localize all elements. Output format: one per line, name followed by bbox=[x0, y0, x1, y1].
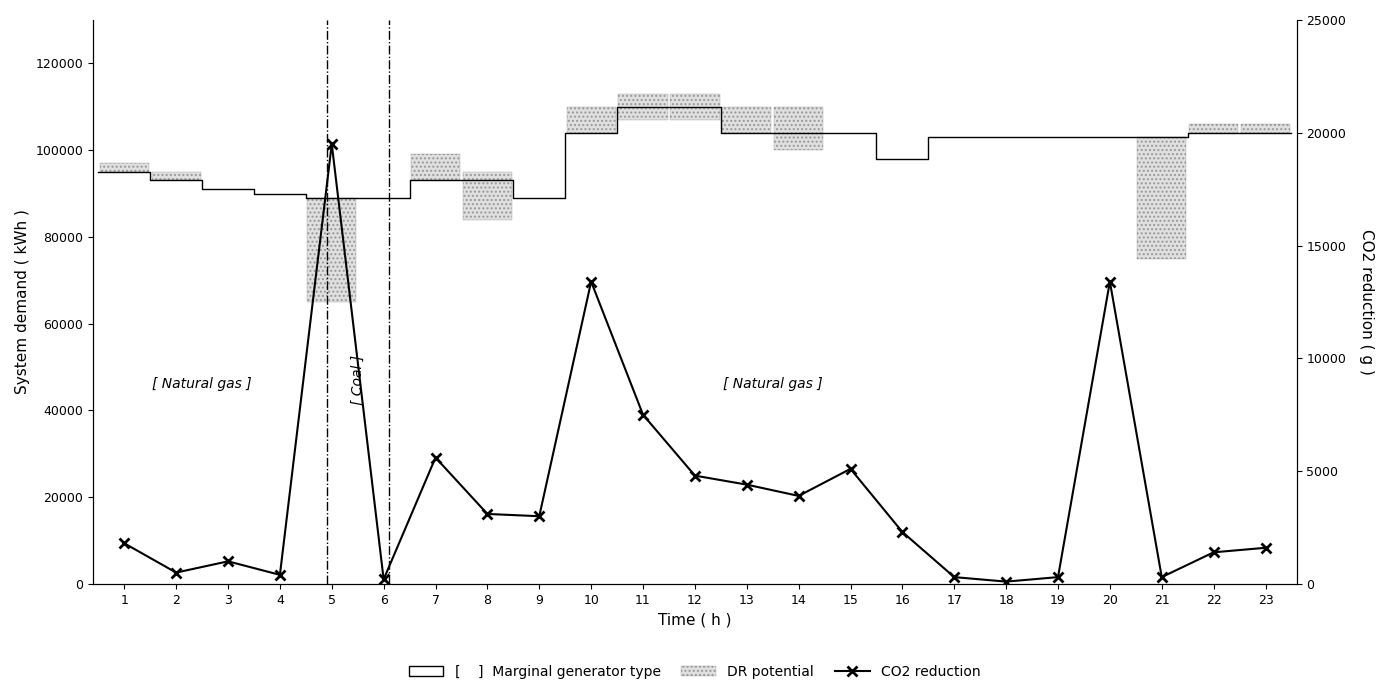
Bar bbox=[722, 107, 771, 133]
Y-axis label: System demand ( kWh ): System demand ( kWh ) bbox=[15, 209, 31, 394]
Bar bbox=[774, 107, 824, 150]
Bar bbox=[463, 172, 513, 220]
Y-axis label: CO2 reduction ( g ): CO2 reduction ( g ) bbox=[1358, 229, 1374, 375]
Bar bbox=[618, 94, 668, 120]
Bar bbox=[307, 198, 357, 302]
Text: [ Natural gas ]: [ Natural gas ] bbox=[722, 378, 822, 392]
Legend: [    ]  Marginal generator type, DR potential, CO2 reduction: [ ] Marginal generator type, DR potentia… bbox=[403, 659, 986, 684]
Bar bbox=[567, 107, 615, 133]
Bar bbox=[671, 94, 720, 120]
Bar bbox=[411, 154, 460, 181]
Bar bbox=[151, 172, 201, 181]
Text: [ Natural gas ]: [ Natural gas ] bbox=[153, 378, 251, 392]
Text: [ Coal ]: [ Coal ] bbox=[350, 355, 365, 405]
Bar bbox=[1138, 137, 1186, 258]
Bar bbox=[100, 163, 149, 172]
Bar bbox=[1240, 124, 1290, 133]
X-axis label: Time ( h ): Time ( h ) bbox=[658, 612, 732, 628]
Bar bbox=[1189, 124, 1238, 133]
